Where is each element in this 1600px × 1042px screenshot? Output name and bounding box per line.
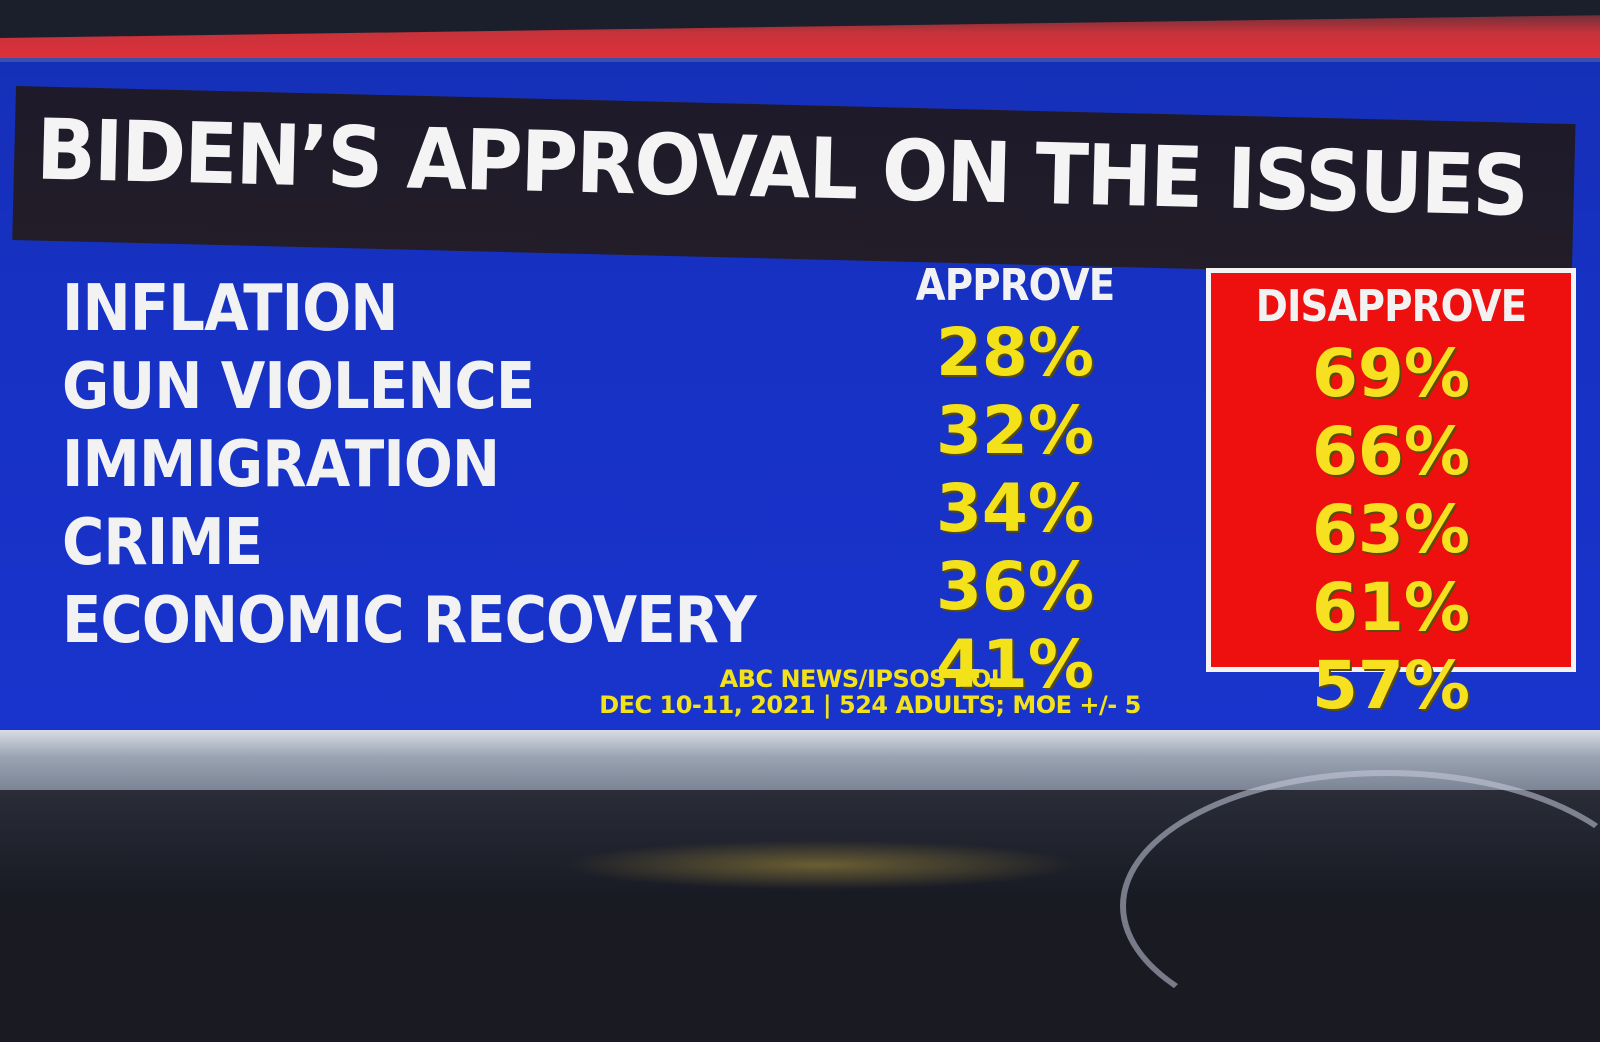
- approve-value: 36%: [936, 548, 1094, 625]
- poll-source: ABC NEWS/IPSOS POLL DEC 10-11, 2021 | 52…: [560, 666, 1180, 718]
- approve-value: 32%: [936, 392, 1094, 469]
- disapprove-value: 63%: [1312, 491, 1470, 568]
- approve-column: APPROVE 28% 32% 34% 36% 41%: [900, 258, 1130, 704]
- issue-label: GUN VIOLENCE: [62, 350, 535, 424]
- approve-value: 28%: [936, 314, 1094, 391]
- issue-list: INFLATION GUN VIOLENCE IMMIGRATION CRIME…: [62, 270, 833, 660]
- issue-label: INFLATION: [62, 272, 398, 346]
- issue-label: IMMIGRATION: [62, 428, 500, 502]
- disapprove-column: DISAPPROVE 69% 66% 63% 61% 57%: [1206, 268, 1576, 724]
- disapprove-value: 57%: [1312, 647, 1470, 724]
- disapprove-value: 69%: [1312, 335, 1470, 412]
- desk-reflection: [560, 840, 1080, 890]
- disapprove-value: 66%: [1312, 413, 1470, 490]
- approve-header: APPROVE: [915, 260, 1116, 311]
- graphic-title: BIDEN’S APPROVAL ON THE ISSUES: [35, 100, 1529, 235]
- approve-value: 34%: [936, 470, 1094, 547]
- disapprove-header: DISAPPROVE: [1255, 281, 1527, 332]
- disapprove-value: 61%: [1312, 569, 1470, 646]
- poll-source-details: DEC 10-11, 2021 | 524 ADULTS; MOE +/- 5: [599, 691, 1141, 719]
- poll-source-name: ABC NEWS/IPSOS POLL: [719, 665, 1021, 693]
- issue-label: ECONOMIC RECOVERY: [62, 584, 757, 658]
- issue-label: CRIME: [62, 506, 263, 580]
- approve-value: 41%: [936, 626, 1094, 703]
- graphic-screen: BIDEN’S APPROVAL ON THE ISSUES INFLATION…: [0, 58, 1600, 734]
- title-bar: BIDEN’S APPROVAL ON THE ISSUES: [12, 86, 1576, 279]
